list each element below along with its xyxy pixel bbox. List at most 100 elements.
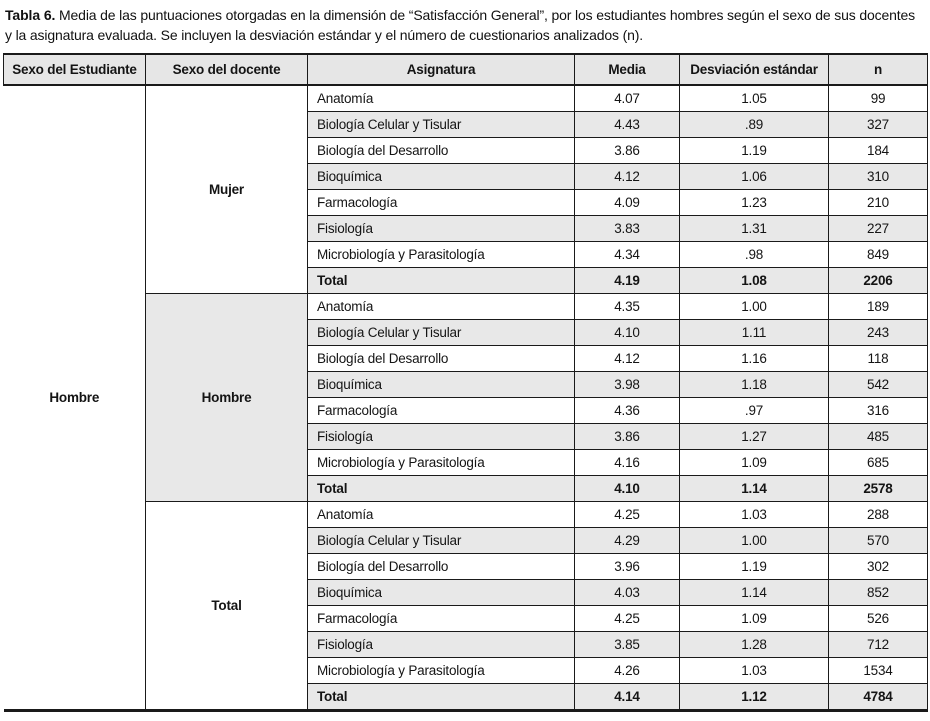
mean-cell: 4.25: [574, 500, 680, 528]
subject-cell: Microbiología y Parasitología: [307, 240, 575, 268]
mean-cell: 4.14: [574, 682, 680, 711]
mean-cell: 4.09: [574, 188, 680, 216]
sd-cell: 1.00: [679, 526, 829, 554]
sd-cell: 1.19: [679, 136, 829, 164]
mean-cell: 4.12: [574, 344, 680, 372]
table-row: Total 4.19 1.08 2206: [4, 266, 928, 294]
mean-cell: 4.12: [574, 162, 680, 190]
student-sex-cell: Hombre: [3, 84, 146, 711]
mean-cell: 3.98: [574, 370, 680, 398]
mean-cell: 4.35: [574, 292, 680, 320]
subject-cell: Bioquímica: [307, 370, 575, 398]
n-cell: 184: [828, 136, 928, 164]
n-cell: 485: [828, 422, 928, 450]
subject-cell: Fisiología: [307, 422, 575, 450]
table-row: Microbiología y Parasitología 4.34.98 849: [4, 240, 928, 268]
table-row: Biología del Desarrollo 4.12 1.16 118: [4, 344, 928, 372]
col-header-student-sex: Sexo del Estudiante: [3, 53, 146, 86]
sd-cell: 1.23: [679, 188, 829, 216]
n-cell: 316: [828, 396, 928, 424]
col-header-sd: Desviación estándar: [679, 53, 829, 86]
table-row: Biología Celular y Tisular 4.10 1.11 243: [4, 318, 928, 346]
sd-cell: 1.14: [679, 474, 829, 502]
table-row: Microbiología y Parasitología 4.16 1.09 685: [4, 448, 928, 476]
subject-cell: Biología Celular y Tisular: [307, 110, 575, 138]
sd-cell: 1.09: [679, 604, 829, 632]
sd-cell: 1.06: [679, 162, 829, 190]
subject-cell: Bioquímica: [307, 578, 575, 606]
mean-cell: 4.29: [574, 526, 680, 554]
sd-cell: 1.03: [679, 500, 829, 528]
sd-cell: .97: [679, 396, 829, 424]
subject-cell: Anatomía: [307, 500, 575, 528]
subject-cell: Farmacología: [307, 604, 575, 632]
n-cell: 243: [828, 318, 928, 346]
sd-cell: 1.18: [679, 370, 829, 398]
mean-cell: 4.25: [574, 604, 680, 632]
table-row: Biología del Desarrollo 3.96 1.19 302: [4, 552, 928, 580]
n-cell: 570: [828, 526, 928, 554]
mean-cell: 3.96: [574, 552, 680, 580]
mean-cell: 3.85: [574, 630, 680, 658]
data-table: Sexo del Estudiante Sexo del docente Asi…: [3, 52, 928, 712]
mean-cell: 4.03: [574, 578, 680, 606]
mean-cell: 4.36: [574, 396, 680, 424]
subject-cell: Biología del Desarrollo: [307, 552, 575, 580]
teacher-sex-cell: Total: [145, 500, 308, 711]
table-row: Biología Celular y Tisular 4.43.89 327: [4, 110, 928, 138]
mean-cell: 3.86: [574, 136, 680, 164]
n-cell: 2578: [828, 474, 928, 502]
sd-cell: 1.31: [679, 214, 829, 242]
table-caption: Tabla 6. Media de las puntuaciones otorg…: [0, 0, 929, 46]
table-body: Hombre Mujer Anatomía 4.07 1.05 99 Biología Ce…: [3, 84, 928, 711]
subject-cell: Anatomía: [307, 292, 575, 320]
mean-cell: 4.26: [574, 656, 680, 684]
subject-cell: Farmacología: [307, 396, 575, 424]
teacher-sex-cell: Mujer: [145, 84, 308, 294]
table-row: Farmacología 4.09 1.23 210: [4, 188, 928, 216]
col-header-mean: Media: [574, 53, 680, 86]
n-cell: 712: [828, 630, 928, 658]
subject-cell: Total: [307, 474, 575, 502]
sd-cell: 1.11: [679, 318, 829, 346]
sd-cell: 1.09: [679, 448, 829, 476]
table-row: Hombre Mujer Anatomía 4.07 1.05 99: [3, 84, 928, 711]
subject-cell: Bioquímica: [307, 162, 575, 190]
table-row: Biología del Desarrollo 3.86 1.19 184: [4, 136, 928, 164]
mean-cell: 4.07: [574, 84, 680, 112]
table-row: Total 4.14 1.12 4784: [4, 682, 928, 711]
mean-cell: 3.83: [574, 214, 680, 242]
n-cell: 302: [828, 552, 928, 580]
subject-cell: Microbiología y Parasitología: [307, 656, 575, 684]
col-header-teacher-sex: Sexo del docente: [145, 53, 308, 86]
table-row: Farmacología 4.36.97 316: [4, 396, 928, 424]
n-cell: 852: [828, 578, 928, 606]
sd-cell: 1.03: [679, 656, 829, 684]
teacher-sex-cell: Hombre: [145, 292, 308, 502]
n-cell: 542: [828, 370, 928, 398]
col-header-subject: Asignatura: [307, 53, 575, 86]
subject-cell: Biología Celular y Tisular: [307, 526, 575, 554]
subject-cell: Fisiología: [307, 214, 575, 242]
n-cell: 227: [828, 214, 928, 242]
n-cell: 685: [828, 448, 928, 476]
n-cell: 189: [828, 292, 928, 320]
subject-cell: Biología del Desarrollo: [307, 136, 575, 164]
mean-cell: 3.86: [574, 422, 680, 450]
mean-cell: 4.34: [574, 240, 680, 268]
subject-cell: Total: [307, 266, 575, 294]
sd-cell: 1.19: [679, 552, 829, 580]
n-cell: 1534: [828, 656, 928, 684]
mean-cell: 4.10: [574, 474, 680, 502]
sd-cell: 1.08: [679, 266, 829, 294]
mean-cell: 4.43: [574, 110, 680, 138]
sd-cell: 1.00: [679, 292, 829, 320]
table-row: Biología Celular y Tisular 4.29 1.00 570: [4, 526, 928, 554]
sd-cell: 1.28: [679, 630, 829, 658]
n-cell: 310: [828, 162, 928, 190]
mean-cell: 4.19: [574, 266, 680, 294]
sd-cell: 1.05: [679, 84, 829, 112]
table-row: Fisiología 3.85 1.28 712: [4, 630, 928, 658]
sd-cell: 1.12: [679, 682, 829, 711]
n-cell: 4784: [828, 682, 928, 711]
